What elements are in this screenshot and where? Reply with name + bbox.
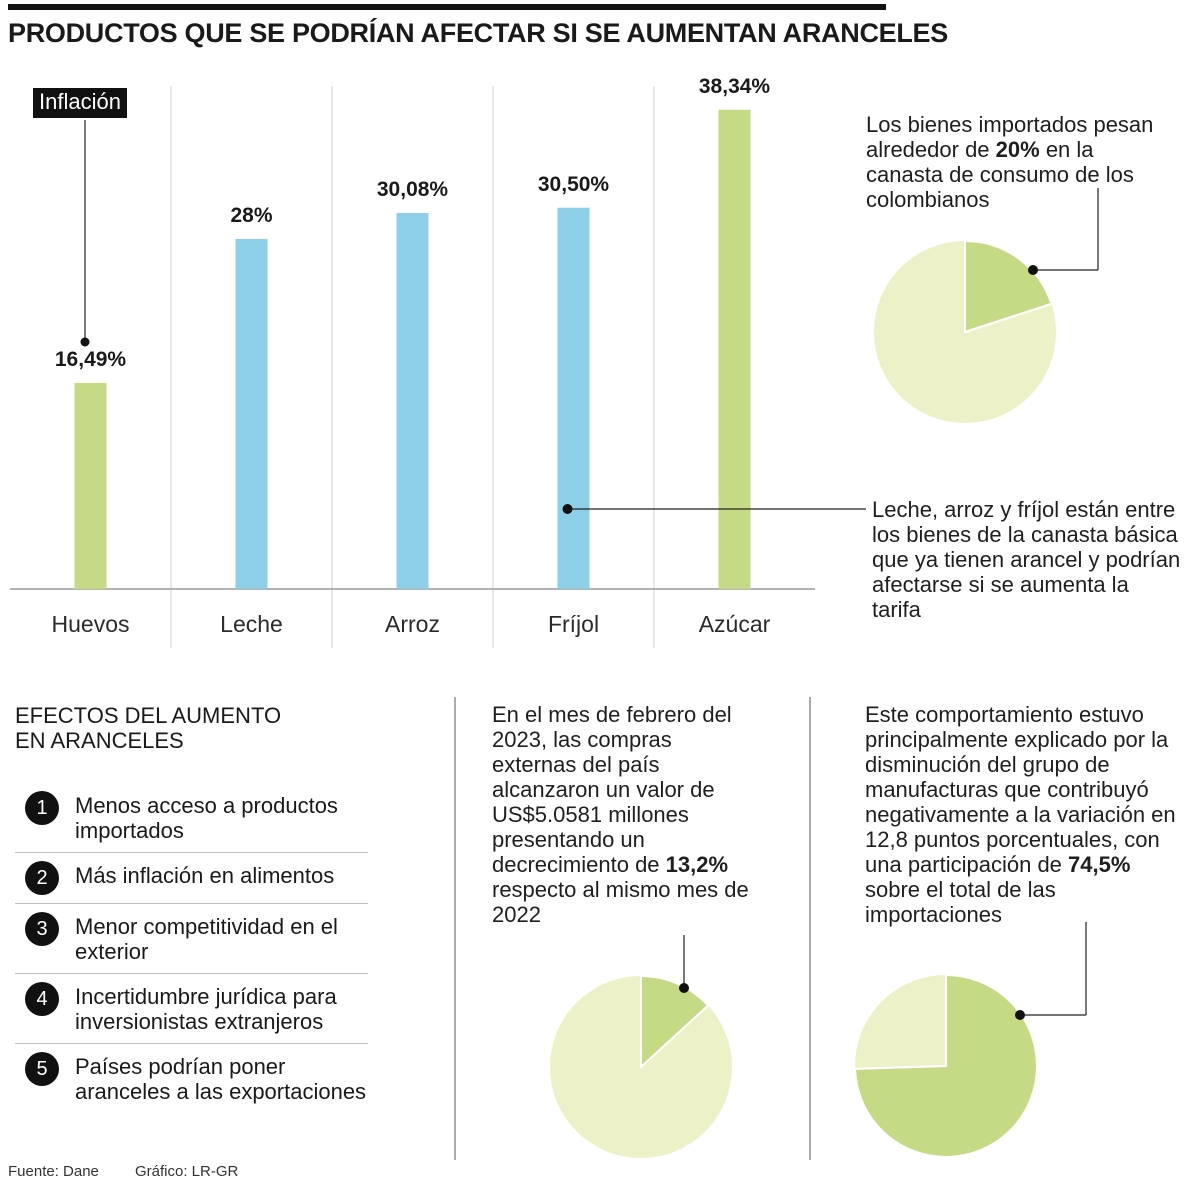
effect-item: 5 Países podrían poner aranceles a las ex… xyxy=(15,1044,368,1113)
effect-separator xyxy=(15,903,368,904)
effect-item: 1 Menos acceso a productos importados xyxy=(15,783,368,852)
category-label: Fríjol xyxy=(548,611,599,637)
category-label: Azúcar xyxy=(699,611,771,637)
pie2-slice-edge xyxy=(640,1004,709,1068)
effect-text: Incertidumbre jurídica para inversionist… xyxy=(75,984,337,1034)
page-title: PRODUCTOS QUE SE PODRÍAN AFECTAR SI SE A… xyxy=(8,18,948,48)
effect-number: 4 xyxy=(25,982,59,1016)
effect-text: Menos acceso a productos importados xyxy=(75,793,338,843)
effect-item: 2 Más inflación en alimentos xyxy=(15,853,368,903)
bar-value-label: 30,50% xyxy=(538,173,610,196)
category-label: Leche xyxy=(220,611,283,637)
pie1-slice-highlight xyxy=(964,239,1053,334)
bar-value-label: 16,49% xyxy=(55,348,127,371)
source-credit: Fuente: Dane xyxy=(8,1163,99,1180)
effect-separator xyxy=(15,852,368,853)
effect-item: 3 Menor competitividad en el exterior xyxy=(15,904,368,973)
effect-number: 5 xyxy=(25,1052,59,1086)
effect-separator xyxy=(15,1043,368,1044)
bar-value-label: 30,08% xyxy=(377,178,449,201)
effect-item: 4 Incertidumbre jurídica para inversionis… xyxy=(15,974,368,1043)
pie3-slice-edge xyxy=(855,1065,947,1070)
inflation-callout-dot xyxy=(80,337,90,347)
pie2-note: En el mes de febrero del 2023, las compr… xyxy=(492,702,749,927)
effect-text: Menor competitividad en el exterior xyxy=(75,914,338,964)
basket-callout-dot xyxy=(562,504,573,514)
bar-value-label: 28% xyxy=(230,204,272,227)
bar xyxy=(718,109,751,589)
inflation-tag: Inflación xyxy=(33,88,127,118)
basket-note: Leche, arroz y fríjol están entre los bi… xyxy=(872,497,1181,622)
bar xyxy=(557,207,590,589)
title-rule xyxy=(8,4,886,10)
effect-text: Más inflación en alimentos xyxy=(75,863,335,888)
bar xyxy=(235,239,268,589)
pie3-note: Este comportamiento estuvo principalment… xyxy=(865,702,1176,927)
category-label: Huevos xyxy=(52,611,130,637)
pie2-callout-dot xyxy=(679,983,689,993)
pie2-slice-highlight xyxy=(640,974,710,1070)
effect-number: 2 xyxy=(25,861,59,895)
effects-title: EFECTOS DEL AUMENTO EN ARANCELES xyxy=(15,703,282,753)
graphic-credit: Gráfico: LR-GR xyxy=(135,1163,239,1180)
pie1-note: Los bienes importados pesan alrededor de… xyxy=(866,112,1154,212)
effect-separator xyxy=(15,973,368,974)
pie1-slice-edge xyxy=(964,302,1052,333)
effects-list: 1 Menos acceso a productos importados 2 Más… xyxy=(15,783,368,1113)
effect-text: Países podrían poner aranceles a las exp… xyxy=(75,1054,367,1104)
effect-number: 3 xyxy=(25,912,59,946)
bar xyxy=(74,382,107,589)
pie3-callout-dot xyxy=(1015,1010,1025,1020)
bar-value-label: 38,34% xyxy=(699,75,771,98)
category-label: Arroz xyxy=(385,611,440,637)
pie1-callout-dot xyxy=(1028,265,1038,275)
effect-number: 1 xyxy=(25,791,59,825)
bar xyxy=(396,213,429,589)
